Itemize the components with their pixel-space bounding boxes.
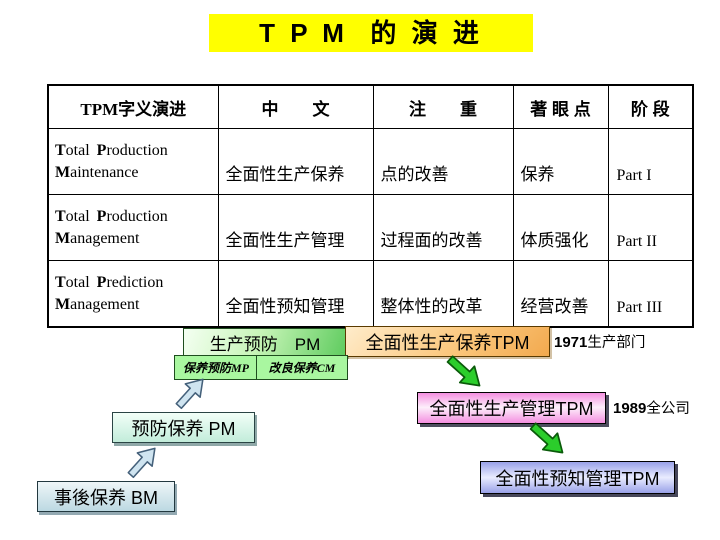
chinese-cell: 全面性生产保养: [217, 128, 374, 195]
stage-cell: Part II: [607, 194, 694, 261]
col-header-viewpoint: 著 眼 点: [512, 84, 609, 129]
down-right-arrow-icon: [524, 416, 572, 463]
col-header-focus: 注 重: [372, 84, 514, 129]
viewpoint-cell: 保养: [512, 128, 609, 195]
chinese-cell: 全面性生产管理: [217, 194, 374, 261]
focus-cell: 过程面的改善: [372, 194, 514, 261]
box-total-prediction-management-tpm: 全面性预知管理TPM: [480, 461, 675, 494]
focus-cell: 点的改善: [372, 128, 514, 195]
annotation-1989: 1989全公司: [613, 400, 690, 417]
box-corrective-maintenance-cm: 改良保养CM: [256, 355, 348, 380]
tpm-evolution-table: TPM字义演进 中 文 注 重 著 眼 点 阶 段 Total Productio…: [47, 84, 694, 328]
up-right-arrow-icon: [122, 440, 165, 484]
box-maintenance-prevention-mp: 保养预防MP: [174, 355, 258, 380]
col-header-term: TPM字义演进: [47, 84, 219, 129]
box-total-production-maintenance-tpm: 全面性生产保养TPM: [345, 326, 550, 357]
box-total-production-management-tpm: 全面性生产管理TPM: [417, 392, 606, 424]
box-production-prevention-pm: 生产预防 PM: [183, 328, 347, 357]
table-header-row: TPM字义演进 中 文 注 重 著 眼 点 阶 段: [47, 84, 694, 129]
term-cell: Total Production Management: [47, 194, 219, 261]
annotation-1971: 1971生产部门: [554, 334, 646, 351]
table-row: Total Prediction Management 全面性预知管理 整体性的改…: [47, 260, 694, 328]
col-header-chinese: 中 文: [217, 84, 374, 129]
table-row: Total Production Maintenance 全面性生产保养 点的改善…: [47, 128, 694, 195]
stage-cell: Part III: [607, 260, 694, 328]
viewpoint-cell: 体质强化: [512, 194, 609, 261]
stage-cell: Part I: [607, 128, 694, 195]
page-title: T P M 的 演 进: [209, 14, 533, 52]
box-breakdown-maintenance-bm: 事後保养 BM: [37, 481, 175, 512]
chinese-cell: 全面性预知管理: [217, 260, 374, 328]
box-preventive-maintenance-pm: 预防保养 PM: [112, 412, 255, 443]
down-right-arrow-icon: [441, 349, 489, 396]
focus-cell: 整体性的改革: [372, 260, 514, 328]
term-cell: Total Prediction Management: [47, 260, 219, 328]
up-right-arrow-icon: [170, 371, 213, 415]
viewpoint-cell: 经营改善: [512, 260, 609, 328]
col-header-stage: 阶 段: [607, 84, 694, 129]
table-row: Total Production Management 全面性生产管理 过程面的改…: [47, 194, 694, 261]
term-cell: Total Production Maintenance: [47, 128, 219, 195]
